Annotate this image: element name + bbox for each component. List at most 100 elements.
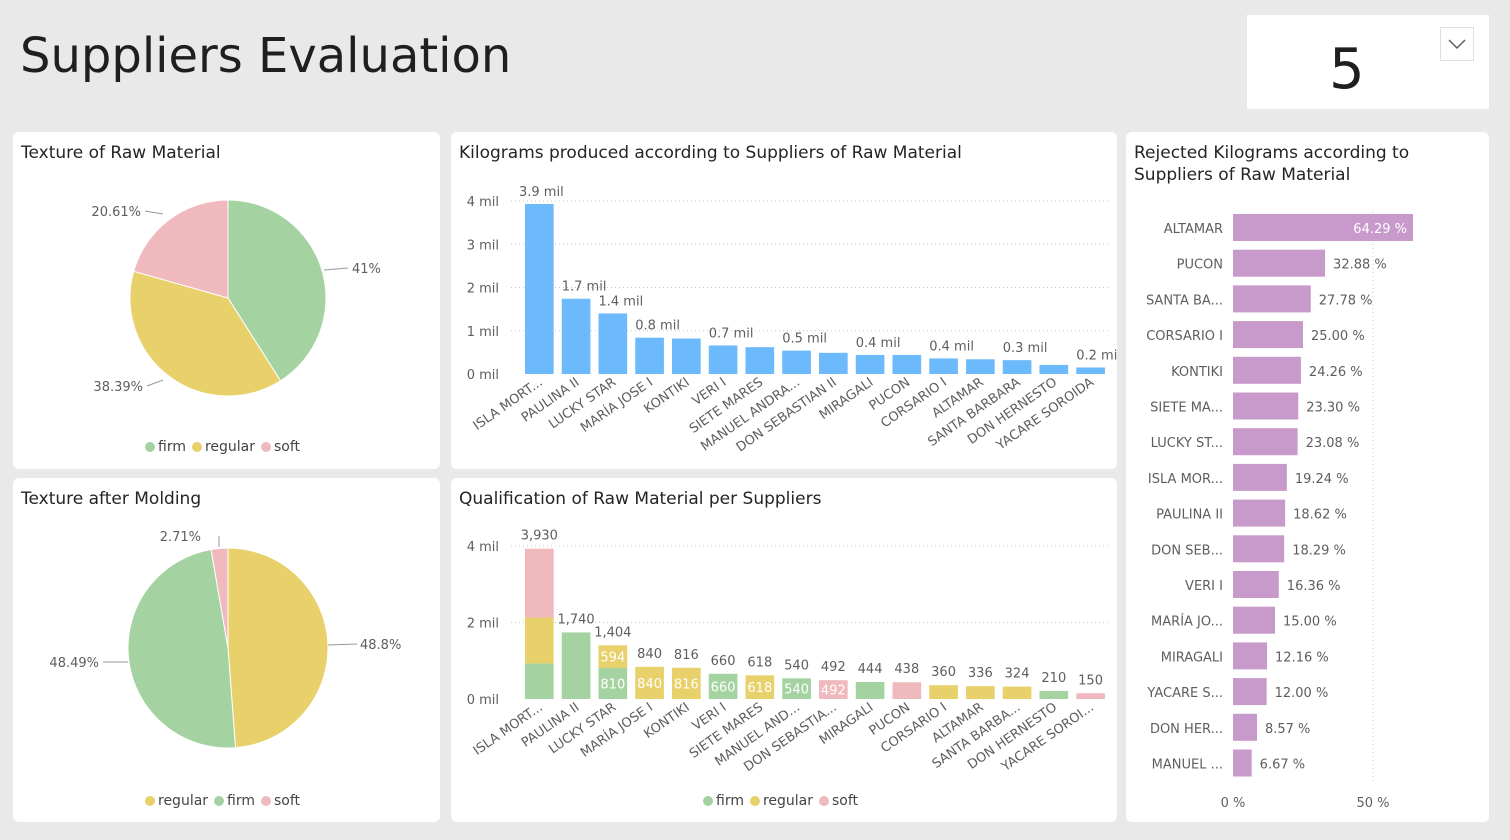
y-tick-label: VERI I bbox=[1185, 579, 1223, 594]
legend-item-firm[interactable]: firm bbox=[703, 793, 744, 809]
bar bbox=[1039, 364, 1069, 374]
bar-segment-regular bbox=[929, 685, 958, 699]
legend-label: soft bbox=[832, 793, 859, 809]
legend-dot-icon bbox=[703, 796, 713, 806]
supplier-slicer[interactable]: 5 bbox=[1247, 15, 1489, 109]
bar-segment-firm bbox=[598, 668, 628, 699]
segment-label: 492 bbox=[821, 684, 846, 699]
bar bbox=[1233, 571, 1279, 598]
chevron-down-icon bbox=[1448, 39, 1466, 50]
data-label: 16.36 % bbox=[1287, 579, 1341, 594]
data-label: 64.29 % bbox=[1353, 222, 1407, 237]
slice-label: 48.8% bbox=[360, 638, 401, 653]
texture-raw-card: Texture of Raw Material 41% 38.39% 20.61% … bbox=[13, 132, 440, 469]
leader-line bbox=[323, 267, 349, 271]
bar-segment-regular bbox=[1002, 686, 1032, 699]
data-label: 15.00 % bbox=[1283, 615, 1337, 630]
legend-dot-icon bbox=[145, 796, 155, 806]
bar bbox=[1002, 360, 1032, 374]
bar-segment-regular bbox=[635, 666, 664, 699]
bar-segment-regular bbox=[525, 617, 554, 664]
data-label: 0.4 mil bbox=[856, 336, 901, 351]
legend-dot-icon bbox=[261, 442, 272, 452]
chart-title: Texture of Raw Material bbox=[21, 143, 221, 163]
chart-title: Kilograms produced according to Supplier… bbox=[459, 143, 962, 163]
bar bbox=[635, 337, 664, 374]
bar bbox=[1233, 713, 1257, 741]
data-label: 23.30 % bbox=[1306, 401, 1360, 416]
pie-chart: 41% 38.39% 20.61% bbox=[91, 199, 381, 397]
bar bbox=[745, 347, 775, 374]
legend-item-soft[interactable]: soft bbox=[261, 793, 300, 809]
bar bbox=[1233, 428, 1298, 456]
bar-segment-firm bbox=[525, 663, 554, 699]
legend-item-regular[interactable]: regular bbox=[749, 793, 813, 809]
segment-label: 810 bbox=[600, 678, 625, 693]
y-tick-label: PAULINA II bbox=[1156, 508, 1223, 523]
pie-slice-regular bbox=[129, 270, 282, 397]
y-tick-label: YACARE S... bbox=[1146, 686, 1223, 701]
legend-item-soft[interactable]: soft bbox=[261, 439, 300, 455]
data-label: 12.16 % bbox=[1275, 650, 1329, 665]
bar bbox=[1233, 463, 1287, 491]
bar bbox=[561, 298, 591, 374]
x-tick-label: 50 % bbox=[1356, 796, 1389, 811]
data-label: 0.5 mil bbox=[782, 332, 827, 347]
x-tick-label: 0 % bbox=[1221, 796, 1246, 811]
bar bbox=[1233, 285, 1311, 313]
legend-item-regular[interactable]: regular bbox=[145, 793, 208, 809]
pie-slice-soft bbox=[210, 547, 229, 649]
bar bbox=[1233, 392, 1299, 420]
chart-title: Qualification of Raw Material per Suppli… bbox=[459, 489, 822, 509]
bar bbox=[598, 313, 628, 374]
pie-chart: 48.8% 48.49% 2.71% bbox=[49, 530, 401, 749]
y-tick-label: DON SEB... bbox=[1151, 543, 1223, 558]
legend-item-firm[interactable]: firm bbox=[145, 439, 186, 455]
legend-label: soft bbox=[274, 439, 301, 455]
bar bbox=[966, 359, 995, 374]
bar-segment-soft bbox=[892, 682, 922, 699]
data-label: 12.00 % bbox=[1275, 686, 1329, 701]
legend-item-soft[interactable]: soft bbox=[819, 793, 858, 809]
total-label: 1,740 bbox=[557, 612, 594, 627]
y-tick-label: 0 mil bbox=[467, 368, 499, 383]
data-label: 8.57 % bbox=[1265, 722, 1310, 737]
bar bbox=[1233, 535, 1285, 563]
pie-slice-firm bbox=[227, 199, 327, 382]
slice-label: 20.61% bbox=[91, 205, 141, 220]
data-label: 19.24 % bbox=[1295, 472, 1349, 487]
bar-segment-regular bbox=[745, 675, 775, 699]
total-label: 1,404 bbox=[594, 625, 631, 640]
bar-segment-firm bbox=[708, 673, 738, 699]
bar bbox=[855, 354, 885, 374]
legend-item-firm[interactable]: firm bbox=[214, 793, 255, 809]
data-label: 0.7 mil bbox=[709, 326, 754, 341]
legend-label: regular bbox=[204, 439, 256, 455]
y-tick-label: SIETE MA... bbox=[1150, 401, 1223, 416]
data-label: 18.62 % bbox=[1293, 508, 1347, 523]
bar bbox=[1233, 499, 1286, 527]
total-label: 438 bbox=[894, 662, 919, 677]
data-label: 1.4 mil bbox=[599, 294, 644, 309]
total-label: 660 bbox=[711, 654, 736, 669]
bar-segment-firm bbox=[855, 682, 885, 699]
bar bbox=[782, 350, 811, 374]
data-label: 18.29 % bbox=[1292, 543, 1346, 558]
legend-label: regular bbox=[158, 793, 209, 809]
legend-item-regular[interactable]: regular bbox=[191, 439, 256, 455]
legend-dot-icon bbox=[214, 796, 225, 806]
total-label: 816 bbox=[674, 648, 699, 663]
slice-label: 2.71% bbox=[160, 530, 201, 545]
y-tick-label: 2 mil bbox=[467, 617, 499, 632]
bar-segment-soft bbox=[819, 680, 848, 699]
bar bbox=[929, 358, 958, 374]
y-tick-label: MANUEL ... bbox=[1152, 758, 1223, 773]
bar bbox=[1233, 321, 1303, 349]
legend-dot-icon bbox=[191, 442, 202, 452]
slicer-dropdown-button[interactable] bbox=[1440, 27, 1474, 61]
bar-segment-regular bbox=[966, 686, 995, 699]
bar bbox=[819, 352, 848, 374]
chart-title: Rejected Kilograms according to Supplier… bbox=[1134, 143, 1410, 185]
y-tick-label: PUCON bbox=[1177, 258, 1223, 273]
